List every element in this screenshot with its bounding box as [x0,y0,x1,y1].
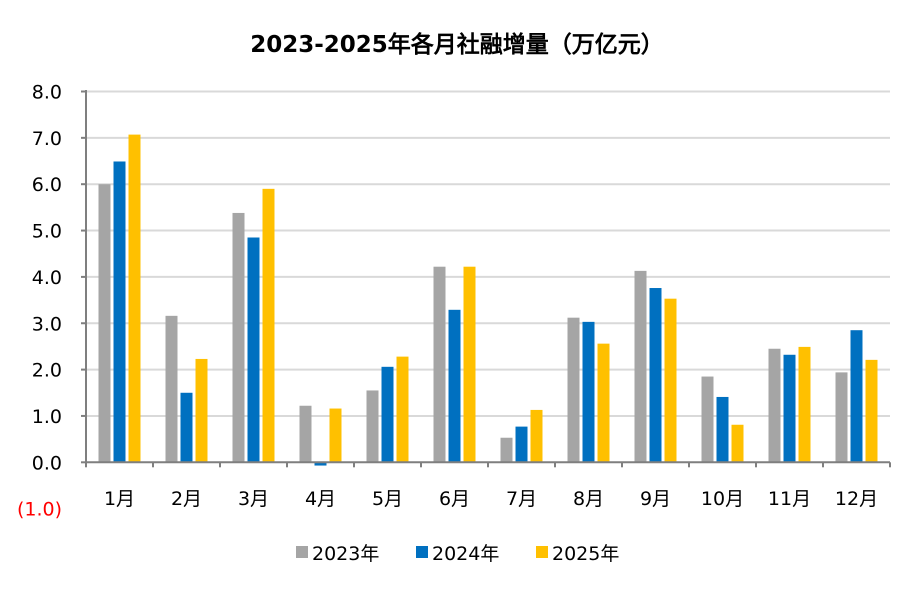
gridlines [86,90,890,417]
bar-2025年-2月 [195,358,208,463]
bar-2025年-3月 [262,188,275,463]
x-tick-label: 11月 [768,488,811,510]
bar-2025年-12月 [865,359,878,463]
y-tick-label: 4.0 [32,267,62,289]
bar-2024年-6月 [448,309,461,463]
bar-2024年-3月 [247,237,260,463]
x-tick-label: 2月 [171,488,202,510]
y-tick-label: (1.0) [17,499,62,521]
bar-2023年-12月 [835,372,848,463]
bar-2025年-11月 [798,346,811,463]
y-tick-label: 6.0 [32,174,62,196]
bar-2024年-1月 [113,161,126,463]
bar-2025年-8月 [597,343,610,463]
bar-2025年-5月 [396,356,409,463]
bar-2024年-5月 [381,366,394,463]
bar-2024年-11月 [783,354,796,463]
bar-2023年-5月 [366,390,379,463]
bar-2023年-8月 [567,317,580,463]
axes [81,90,891,468]
x-tick-label: 10月 [701,488,744,510]
y-tick-label: 7.0 [32,128,62,150]
x-tick-label: 9月 [640,488,671,510]
bar-2024年-2月 [180,392,193,463]
bar-2025年-7月 [530,409,543,463]
legend-label: 2024年 [432,543,499,565]
bar-2024年-8月 [582,321,595,463]
bar-2023年-1月 [98,184,111,463]
bar-2025年-4月 [329,408,342,463]
bar-2024年-9月 [649,288,662,463]
y-tick-labels: 8.0 7.0 6.0 5.0 4.0 3.0 2.0 1.0 0.0 (1.0) [17,82,62,521]
x-tick-label: 5月 [372,488,403,510]
legend-swatch [296,546,308,558]
bar-2023年-10月 [701,376,714,463]
bar-2025年-1月 [128,134,141,463]
x-tick-labels: 1月 2月 3月 4月 5月 6月 7月 8月 9月 10月 11月 12月 [104,488,878,510]
x-tick-label: 6月 [439,488,470,510]
x-tick-label: 1月 [104,488,135,510]
x-tick-label: 4月 [305,488,336,510]
bar-2024年-7月 [515,426,528,463]
y-tick-label: 3.0 [32,313,62,335]
bar-2023年-7月 [500,437,513,463]
legend: 2023年 2024年 2025年 [296,543,619,565]
x-tick-label: 8月 [573,488,604,510]
legend-label: 2025年 [552,543,619,565]
y-tick-label: 8.0 [32,82,62,104]
bar-2023年-4月 [299,405,312,463]
y-tick-label: 5.0 [32,221,62,243]
y-tick-label: 1.0 [32,406,62,428]
legend-label: 2023年 [312,543,379,565]
x-tick-label: 12月 [835,488,878,510]
legend-swatch [416,546,428,558]
bar-2023年-3月 [232,212,245,463]
bar-2023年-6月 [433,266,446,463]
x-tick-label: 7月 [506,488,537,510]
y-tick-label: 0.0 [32,452,62,474]
chart-title: 2023-2025年各月社融增量（万亿元） [250,31,664,58]
bar-2023年-9月 [634,270,647,463]
bar-2024年-4月 [314,462,327,466]
y-tick-label: 2.0 [32,360,62,382]
bar-2023年-2月 [165,315,178,463]
bar-2025年-6月 [463,266,476,463]
legend-swatch [536,546,548,558]
bar-2025年-10月 [731,424,744,463]
bar-2023年-11月 [768,348,781,463]
x-tick-label: 3月 [238,488,269,510]
bars [98,134,878,466]
bar-2024年-10月 [716,396,729,463]
bar-2024年-12月 [850,330,863,463]
bar-2025年-9月 [664,298,677,463]
